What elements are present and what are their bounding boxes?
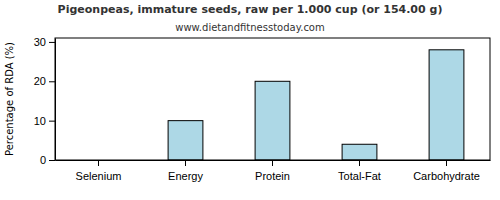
- y-axis-title: Percentage of RDA (%): [4, 42, 15, 156]
- y-tick-mark: [49, 160, 55, 161]
- y-tick-mark: [49, 81, 55, 82]
- x-tick-label: Selenium: [76, 170, 122, 182]
- y-tick-label: 20: [34, 75, 46, 87]
- x-tick-mark: [185, 160, 186, 166]
- x-tick: Carbohydrate: [413, 160, 480, 182]
- y-tick-label: 10: [34, 115, 46, 127]
- x-tick: Total-Fat: [338, 160, 381, 182]
- x-tick-label: Protein: [255, 170, 290, 182]
- plot-frame: [55, 38, 490, 160]
- x-tick-label: Energy: [168, 170, 203, 182]
- bar: [255, 81, 290, 160]
- x-axis: Selenium Energy Protein Total-Fat Carbohydra…: [56, 160, 491, 182]
- bar: [342, 144, 377, 160]
- y-tick-label: 0: [40, 154, 46, 166]
- x-tick: Energy: [168, 160, 203, 182]
- y-tick-mark: [49, 42, 55, 43]
- y-tick: 20: [34, 75, 55, 87]
- chart: Pigeonpeas, immature seeds, raw per 1.00…: [0, 0, 500, 200]
- y-tick: 30: [34, 36, 55, 48]
- title: Pigeonpeas, immature seeds, raw per 1.00…: [58, 3, 443, 16]
- y-axis-line: [55, 39, 56, 161]
- plot: 0 10 20 30 Selenium Energy Protein Total-Fat Car…: [34, 36, 491, 182]
- y-tick-mark: [49, 121, 55, 122]
- x-tick-mark: [359, 160, 360, 166]
- x-tick-mark: [272, 160, 273, 166]
- x-tick-label: Carbohydrate: [413, 170, 480, 182]
- bar: [429, 50, 464, 160]
- x-tick: Selenium: [76, 160, 122, 182]
- subtitle: www.dietandfitnesstoday.com: [175, 22, 324, 33]
- x-tick-mark: [98, 160, 99, 166]
- bars: [168, 50, 464, 160]
- x-tick-label: Total-Fat: [338, 170, 381, 182]
- bar: [168, 121, 203, 160]
- x-tick: Protein: [255, 160, 290, 182]
- x-tick-mark: [446, 160, 447, 166]
- y-tick-label: 30: [34, 36, 46, 48]
- y-axis: 0 10 20 30: [34, 36, 56, 166]
- y-tick: 0: [40, 154, 55, 166]
- y-tick: 10: [34, 115, 55, 127]
